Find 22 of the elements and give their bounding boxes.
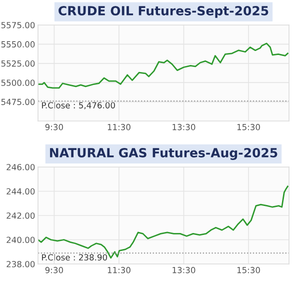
line-series: [38, 186, 288, 259]
chart-title: CRUDE OIL Futures-Sept-2025: [58, 6, 268, 18]
y-tick-label: 242.00: [6, 212, 35, 219]
y-tick-label: 5525.00: [1, 60, 35, 67]
x-tick-label: 15:30: [237, 266, 260, 274]
y-tick-label: 5500.00: [1, 80, 35, 86]
y-tick-label: 5575.00: [1, 22, 35, 28]
y-tick-label: 246.00: [6, 164, 35, 170]
line-series: [38, 42, 288, 89]
y-tick-label: 240.00: [6, 236, 35, 244]
x-tick-label: 9:30: [45, 266, 63, 274]
x-tick-label: 9:30: [45, 124, 63, 130]
y-tick-label: 5475.00: [1, 98, 35, 106]
x-tick-label: 13:30: [172, 266, 196, 274]
x-tick-label: 11:30: [108, 124, 130, 130]
chart-title: NATURAL GAS Futures-Aug-2025: [50, 148, 278, 160]
y-tick-label: 238.00: [6, 260, 35, 268]
y-tick-label: 5550.00: [1, 41, 35, 48]
y-tick-label: 244.00: [6, 188, 35, 195]
x-tick-label: 11:30: [108, 266, 130, 274]
x-tick-label: 13:30: [172, 124, 196, 130]
x-tick-label: 15:30: [237, 124, 260, 130]
